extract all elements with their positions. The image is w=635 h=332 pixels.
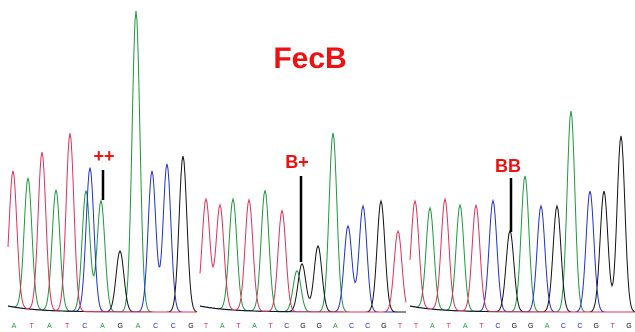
genotype-label: B+ (285, 152, 309, 172)
base-call: G (626, 323, 631, 330)
base-call: C (495, 323, 500, 330)
base-call: C (561, 323, 566, 330)
base-call: C (82, 323, 87, 330)
base-call: C (577, 323, 582, 330)
base-call: T (204, 323, 209, 330)
trace (200, 206, 406, 312)
base-call: A (47, 323, 52, 330)
base-call: A (220, 323, 225, 330)
base-call: T (269, 323, 274, 330)
base-call: A (252, 323, 257, 330)
base-call: C (284, 323, 289, 330)
base-call: T (236, 323, 241, 330)
base-call: A (136, 323, 141, 330)
base-call: G (300, 323, 305, 330)
trace (410, 136, 635, 312)
base-call: C (349, 323, 354, 330)
base-call: A (463, 323, 468, 330)
base-call: A (430, 323, 435, 330)
base-call: C (365, 323, 370, 330)
base-call: G (594, 323, 599, 330)
base-call: A (545, 323, 550, 330)
base-call: G (117, 323, 122, 330)
base-call: T (65, 323, 70, 330)
chromatogram-figure: FecB ++ B+ BB A T A T C A G A C C G T A T A T C G G A C C G T T A… (0, 0, 635, 332)
base-call: C (153, 323, 158, 330)
base-call: A (333, 323, 338, 330)
figure-title: FecB (273, 42, 346, 75)
page: {"title": "FecB", "panels": [ {"genotype… (0, 0, 635, 332)
base-call: G (528, 323, 533, 330)
genotype-label: ++ (93, 146, 114, 166)
base-call: T (447, 323, 452, 330)
base-call: A (100, 323, 105, 330)
base-call: G (316, 323, 321, 330)
base-call: T (479, 323, 484, 330)
base-call: G (381, 323, 386, 330)
genotype-label: BB (495, 156, 521, 176)
base-call: G (512, 323, 517, 330)
base-call: T (610, 323, 615, 330)
base-call: G (188, 323, 193, 330)
base-call: T (398, 323, 403, 330)
base-call: T (414, 323, 419, 330)
base-call: A (12, 323, 17, 330)
base-call: C (171, 323, 176, 330)
base-call: T (30, 323, 35, 330)
